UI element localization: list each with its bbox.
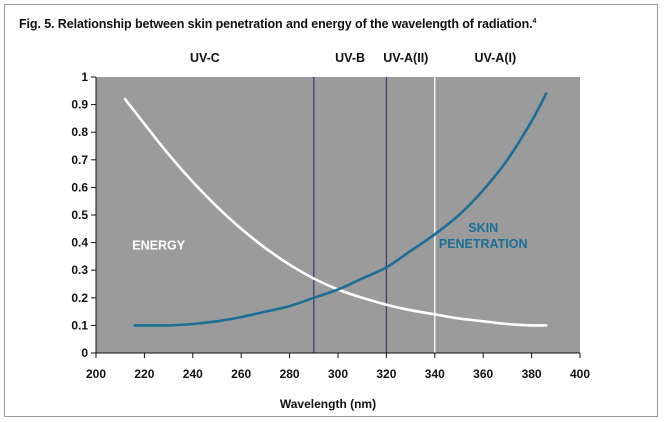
- title-footnote: 4: [532, 17, 537, 25]
- y-tick-label: 0.6: [71, 180, 88, 194]
- y-tick-label: 0.4: [71, 236, 88, 250]
- band-label-uv-a-i: UV-A(I): [474, 51, 516, 65]
- y-tick-label: 0.1: [71, 318, 88, 332]
- y-tick-label: 0.3: [71, 263, 88, 277]
- x-tick-label: 400: [570, 367, 590, 381]
- x-tick-label: 200: [86, 367, 106, 381]
- x-tick-label: 240: [183, 367, 203, 381]
- x-tick-label: 300: [328, 367, 348, 381]
- skin-penetration-label-line1: SKIN: [468, 221, 498, 235]
- x-tick-label: 360: [473, 367, 493, 381]
- y-tick-label: 1: [81, 70, 88, 84]
- y-tick-label: 0.2: [71, 291, 88, 305]
- plot-area: [96, 77, 580, 353]
- x-tick-label: 220: [134, 367, 154, 381]
- energy-label: ENERGY: [132, 238, 185, 252]
- band-label-uv-b: UV-B: [335, 51, 365, 65]
- skin-penetration-curve: [133, 92, 548, 327]
- y-tick-label: 0: [81, 346, 88, 360]
- y-tick-label: 0.9: [71, 98, 88, 112]
- x-tick-label: 280: [280, 367, 300, 381]
- x-tick-label: 340: [425, 367, 445, 381]
- x-tick-label: 380: [522, 367, 542, 381]
- y-tick-label: 0.7: [71, 153, 88, 167]
- band-label-uv-c: UV-C: [190, 51, 220, 65]
- figure-title: Fig. 5. Relationship between skin penetr…: [19, 17, 537, 31]
- y-tick-label: 0.5: [71, 208, 88, 222]
- skin-penetration-label-line2: PENETRATION: [439, 237, 528, 251]
- band-label-uv-a-ii: UV-A(II): [383, 51, 428, 65]
- x-axis-title: Wavelength (nm): [280, 397, 376, 411]
- y-tick-label: 0.8: [71, 125, 88, 139]
- x-tick-label: 320: [376, 367, 396, 381]
- x-tick-label: 260: [231, 367, 251, 381]
